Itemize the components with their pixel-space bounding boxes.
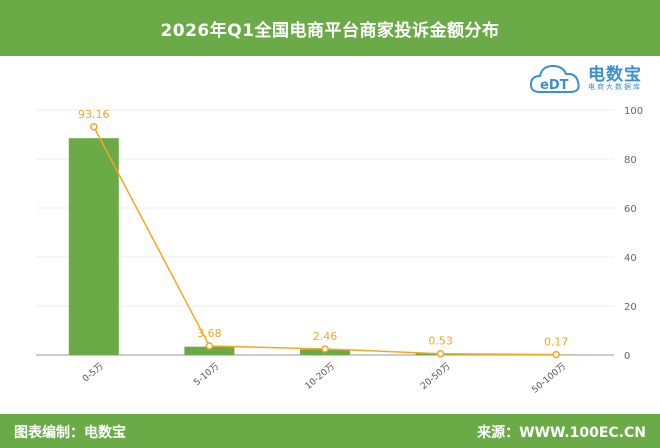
data-label: 93.16 <box>78 108 110 121</box>
x-tick-label: 20-50万 <box>419 362 452 392</box>
chart-title: 2026年Q1全国电商平台商家投诉金额分布 <box>160 16 499 41</box>
data-label: 0.17 <box>544 336 569 349</box>
data-label: 3.68 <box>197 327 222 340</box>
line-point <box>206 343 212 349</box>
x-tick-label: 5-10万 <box>192 362 221 389</box>
line-point <box>438 351 444 357</box>
line-point <box>91 124 97 130</box>
y-tick-label: 20 <box>624 302 637 313</box>
data-label: 0.53 <box>428 335 453 348</box>
line-point <box>322 346 328 352</box>
bar-line-chart: 0 20 40 60 80 100 0-5万 5-10万 10-20万 20-50万 50-100万… <box>0 56 660 414</box>
y-tick-label: 60 <box>624 204 637 215</box>
x-tick-label: 50-100万 <box>530 362 568 396</box>
footer-bar: 图表编制：电数宝 来源：WWW.100EC.CN <box>0 414 660 448</box>
data-label: 2.46 <box>313 330 338 343</box>
bar <box>69 138 119 355</box>
chart-source: 来源：WWW.100EC.CN <box>477 422 646 442</box>
chart-credit: 图表编制：电数宝 <box>14 422 126 442</box>
line-point <box>553 352 559 358</box>
x-tick-label: 0-5万 <box>81 362 106 385</box>
x-tick-label: 10-20万 <box>304 362 337 392</box>
y-tick-label: 80 <box>624 155 637 166</box>
y-tick-label: 0 <box>624 351 630 362</box>
series-line <box>94 127 556 355</box>
header-bar: 2026年Q1全国电商平台商家投诉金额分布 <box>0 0 660 56</box>
y-tick-label: 100 <box>624 106 643 117</box>
y-tick-label: 40 <box>624 253 637 264</box>
